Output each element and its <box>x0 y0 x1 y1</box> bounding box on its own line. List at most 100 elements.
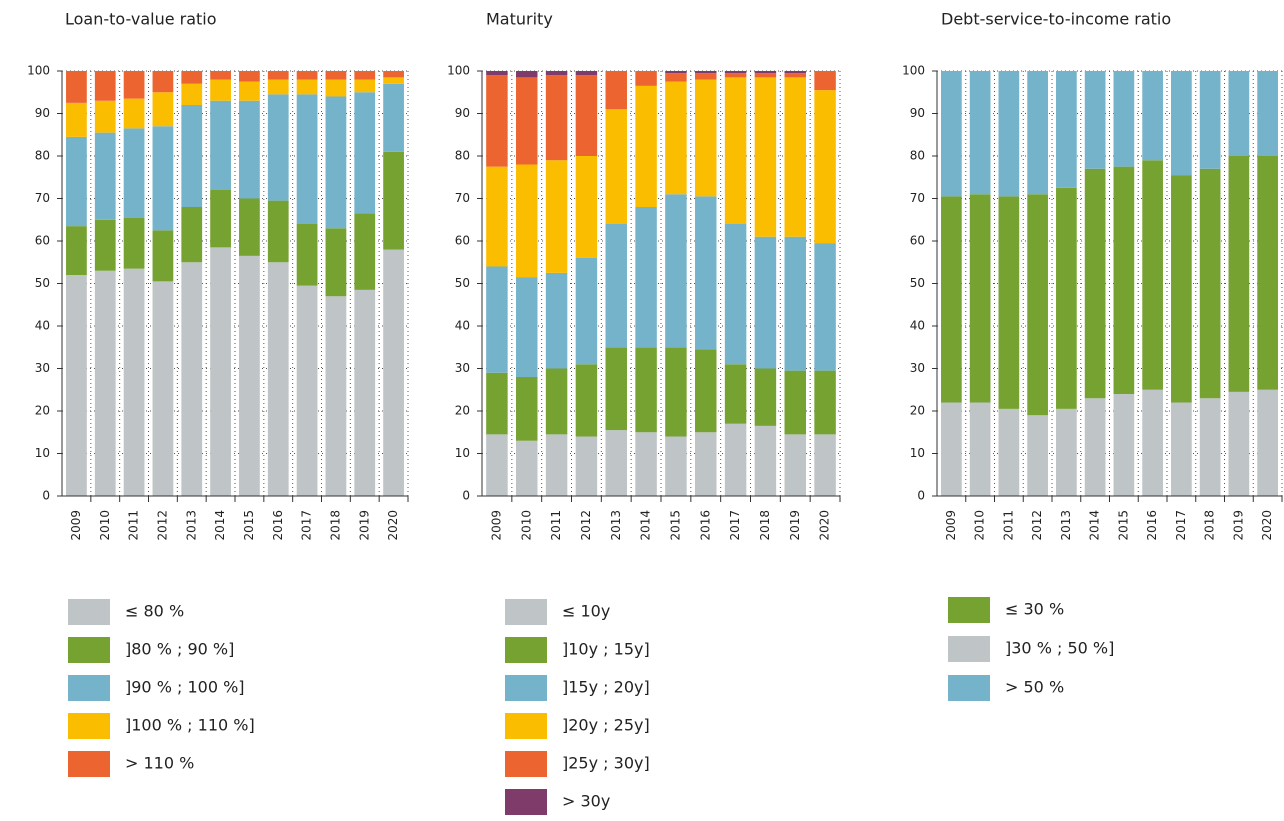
x-tick-label: 2012 <box>155 510 169 541</box>
x-tick-label: 2018 <box>328 510 342 541</box>
legend-label: ]25y ; 30y] <box>562 754 650 773</box>
bar-segment <box>354 92 376 214</box>
bar-segment <box>296 285 318 496</box>
legend-label: ≤ 10y <box>562 602 610 621</box>
bar-segment <box>94 100 116 133</box>
bar-segment <box>354 213 376 290</box>
bar-segment <box>605 71 627 110</box>
bar-segment <box>1027 71 1048 195</box>
bar-segment <box>354 71 376 80</box>
legend-swatch <box>68 599 110 625</box>
y-tick-label: 70 <box>455 191 470 205</box>
bar-segment <box>635 347 657 433</box>
bar-segment <box>152 126 174 231</box>
y-tick-label: 20 <box>910 404 925 418</box>
bar-segment <box>605 430 627 496</box>
x-tick-label: 2019 <box>1231 510 1245 541</box>
bar-segment <box>486 71 508 76</box>
x-tick-label: 2019 <box>357 510 371 541</box>
bar-segment <box>123 128 145 218</box>
x-tick-label: 2019 <box>788 510 802 541</box>
bar-segment <box>665 81 687 195</box>
bar-segment <box>239 198 260 256</box>
legend-label: ]30 % ; 50 %] <box>1005 639 1114 658</box>
legend-swatch <box>505 713 547 739</box>
bar-segment <box>724 77 747 224</box>
y-tick-label: 60 <box>35 234 50 248</box>
legend-label: ≤ 80 % <box>125 602 184 621</box>
x-tick-label: 2014 <box>1088 510 1102 541</box>
legend-swatch <box>505 637 547 663</box>
bar-segment <box>784 236 806 371</box>
bar-segment <box>94 219 116 271</box>
y-tick-label: 100 <box>27 64 50 78</box>
bar-segment <box>1084 71 1106 169</box>
bar-segment <box>665 71 687 74</box>
bar-segment <box>325 79 347 97</box>
bar-segment <box>784 77 806 237</box>
bar-segment <box>66 226 87 275</box>
x-tick-label: 2016 <box>271 510 285 541</box>
x-tick-label: 2017 <box>728 510 742 541</box>
bar-segment <box>545 272 568 369</box>
bar-segment <box>516 71 538 78</box>
bar-segment <box>724 364 747 424</box>
y-tick-label: 10 <box>455 446 470 460</box>
legend-label: ]80 % ; 90 %] <box>125 640 234 659</box>
bar-segment <box>969 402 991 496</box>
bar-segment <box>181 83 203 105</box>
bar-segment <box>325 71 347 80</box>
bar-segment <box>123 98 145 129</box>
bar-segment <box>814 370 836 435</box>
bar-segment <box>724 71 747 74</box>
bar-segment <box>969 71 991 195</box>
bar-segment <box>635 432 657 496</box>
chart-title: Debt-service-to-income ratio <box>941 10 1171 29</box>
bar-segment <box>941 71 962 197</box>
x-tick-label: 2011 <box>1001 510 1015 541</box>
legend-label: > 30y <box>562 792 610 811</box>
bar-segment <box>1142 71 1163 161</box>
legend-swatch <box>68 637 110 663</box>
legend-swatch <box>505 751 547 777</box>
legend-label: > 50 % <box>1005 678 1064 697</box>
bar-segment <box>152 92 174 127</box>
bar-segment <box>516 440 538 496</box>
bar-segment <box>1113 166 1135 394</box>
bar-segment <box>123 71 145 99</box>
bar-segment <box>486 166 508 267</box>
bar-segment <box>267 200 289 263</box>
y-tick-label: 0 <box>917 489 925 503</box>
bar-segment <box>1056 408 1077 496</box>
bar-segment <box>66 71 87 103</box>
bar-segment <box>296 224 318 286</box>
bar-segment <box>635 85 657 207</box>
x-tick-label: 2020 <box>386 510 400 541</box>
bar-segment <box>1084 168 1106 399</box>
bar-segment <box>1027 415 1048 496</box>
bar-segment <box>210 100 231 190</box>
bar-segment <box>941 402 962 496</box>
chart-title: Maturity <box>486 10 553 29</box>
bar-segment <box>516 277 538 377</box>
x-tick-label: 2018 <box>1203 510 1217 541</box>
y-tick-label: 80 <box>35 149 50 163</box>
bar-segment <box>575 75 598 156</box>
y-tick-label: 50 <box>455 276 470 290</box>
bar-segment <box>575 258 598 365</box>
bar-segment <box>66 136 87 227</box>
y-tick-label: 60 <box>910 234 925 248</box>
bar-segment <box>665 347 687 437</box>
bar-segment <box>239 71 260 82</box>
bar-segment <box>754 236 777 369</box>
x-tick-label: 2013 <box>184 510 198 541</box>
bar-segment <box>267 262 289 496</box>
bar-segment <box>575 364 598 437</box>
y-tick-label: 40 <box>35 319 50 333</box>
bar-segment <box>1142 160 1163 390</box>
legend-swatch <box>948 675 990 701</box>
bar-segment <box>94 71 116 101</box>
bar-segment <box>941 196 962 403</box>
x-tick-label: 2020 <box>818 510 832 541</box>
legend-label: > 110 % <box>125 754 194 773</box>
